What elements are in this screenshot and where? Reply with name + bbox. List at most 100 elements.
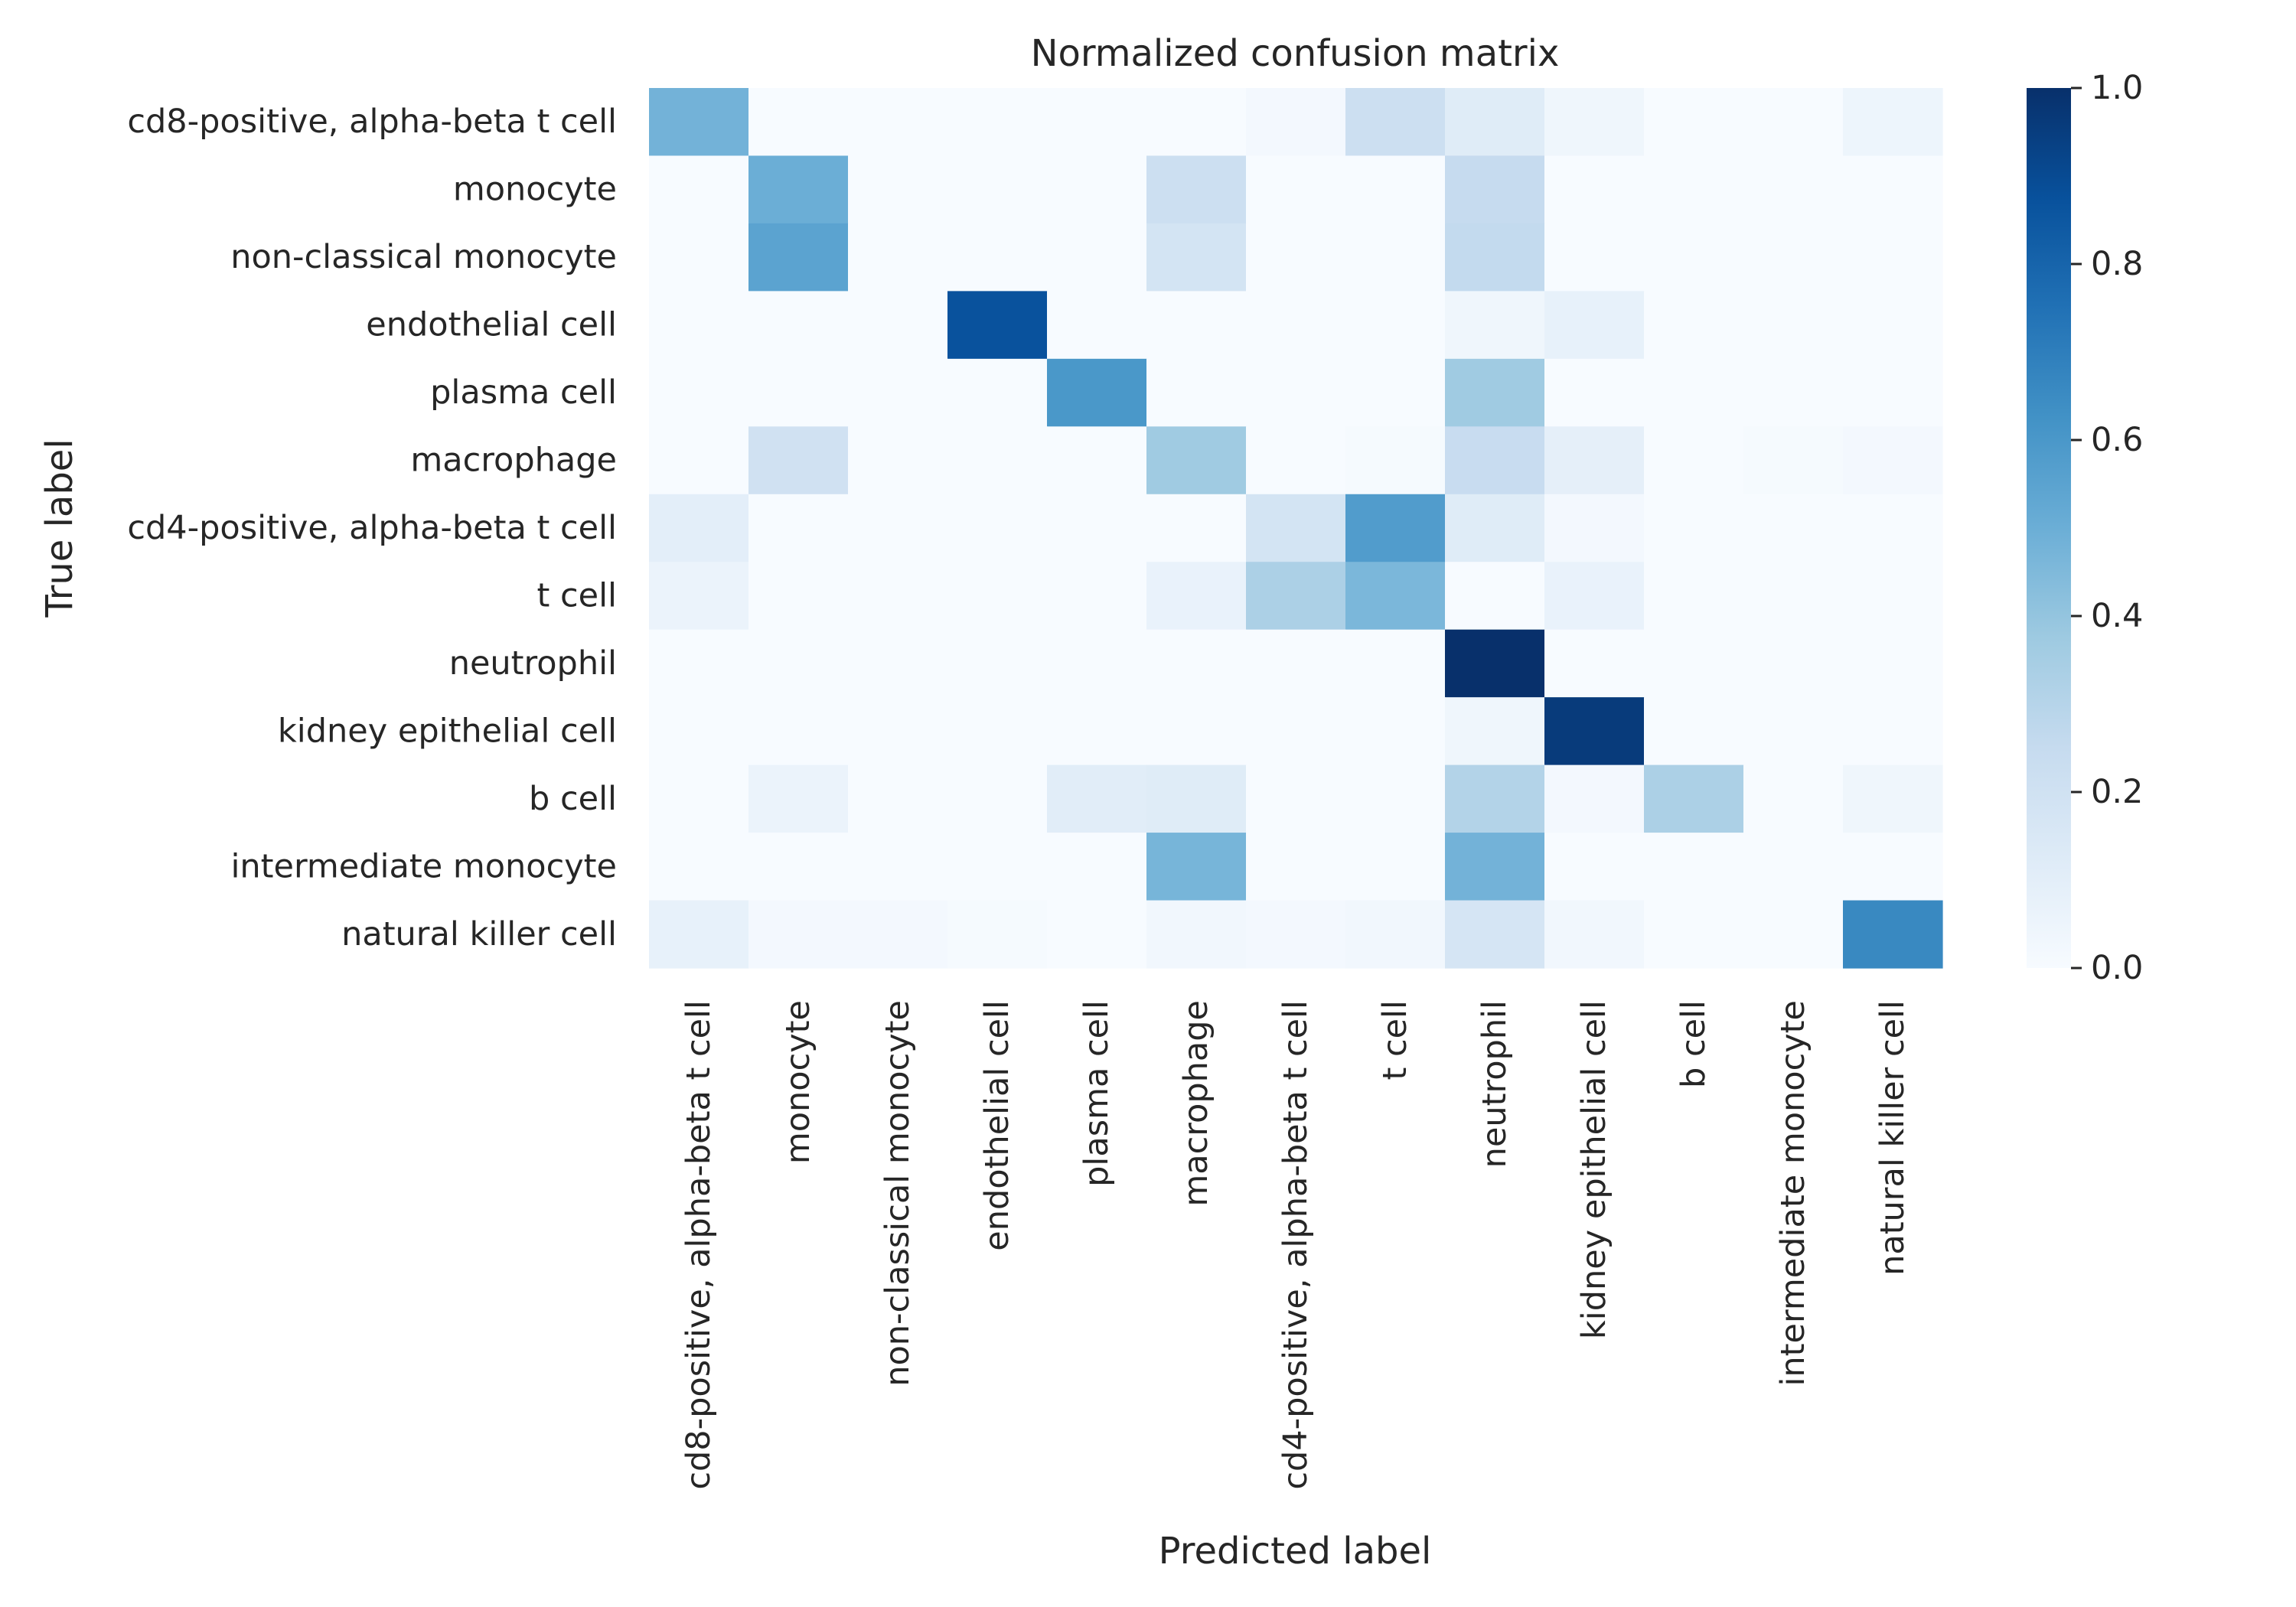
heatmap-cell-r12-c3 <box>947 900 1048 969</box>
heatmap-cell-r9-c5 <box>1146 697 1247 766</box>
heatmap-cell-r6-c11 <box>1743 494 1844 562</box>
heatmap-cell-r10-c1 <box>748 764 849 833</box>
heatmap-cell-r5-c4 <box>1047 426 1147 495</box>
x-tick-label-natural-killer-cell: natural killer cell <box>1874 1000 1912 1276</box>
heatmap-cell-r3-c2 <box>848 291 948 360</box>
heatmap-cell-r12-c11 <box>1743 900 1844 969</box>
heatmap-cell-r7-c7 <box>1345 562 1446 631</box>
heatmap-cell-r7-c2 <box>848 562 948 631</box>
y-tick-label-cd4-positive-alpha-beta-t-cell: cd4-positive, alpha-beta t cell <box>127 509 617 547</box>
y-tick-label-plasma-cell: plasma cell <box>430 373 617 412</box>
heatmap-cell-r10-c6 <box>1246 764 1346 833</box>
heatmap-cell-r2-c4 <box>1047 223 1147 292</box>
heatmap-cell-r6-c12 <box>1843 494 1943 562</box>
heatmap-cell-r11-c5 <box>1146 833 1247 901</box>
heatmap-cell-r6-c1 <box>748 494 849 562</box>
heatmap-cell-r7-c0 <box>649 562 749 631</box>
heatmap-cell-r1-c9 <box>1544 155 1645 224</box>
heatmap-cell-r4-c12 <box>1843 358 1943 427</box>
y-tick-label-neutrophil: neutrophil <box>449 644 617 683</box>
y-tick-label-endothelial-cell: endothelial cell <box>366 306 617 344</box>
heatmap-cell-r0-c6 <box>1246 88 1346 157</box>
x-tick-label-b-cell: b cell <box>1675 1000 1713 1088</box>
heatmap-cell-r2-c5 <box>1146 223 1247 292</box>
heatmap-cell-r11-c2 <box>848 833 948 901</box>
x-tick-label-cd8-positive-alpha-beta-t-cell: cd8-positive, alpha-beta t cell <box>680 1000 718 1490</box>
colorbar-tick-label: 0.2 <box>2091 773 2143 811</box>
heatmap-cell-r5-c10 <box>1644 426 1744 495</box>
heatmap-cell-r7-c4 <box>1047 562 1147 631</box>
heatmap-cell-r3-c3 <box>947 291 1048 360</box>
heatmap-cell-r4-c5 <box>1146 358 1247 427</box>
heatmap-cell-r2-c9 <box>1544 223 1645 292</box>
y-tick-label-b-cell: b cell <box>529 780 617 818</box>
heatmap-cell-r10-c5 <box>1146 764 1247 833</box>
heatmap-cell-r8-c0 <box>649 629 749 698</box>
heatmap-cell-r1-c6 <box>1246 155 1346 224</box>
colorbar-tick-label: 0.4 <box>2091 597 2143 635</box>
heatmap-cell-r5-c6 <box>1246 426 1346 495</box>
heatmap-cell-r3-c11 <box>1743 291 1844 360</box>
heatmap-cell-r7-c12 <box>1843 562 1943 631</box>
heatmap-cell-r3-c5 <box>1146 291 1247 360</box>
heatmap-cell-r9-c12 <box>1843 697 1943 766</box>
y-tick-label-non-classical-monocyte: non-classical monocyte <box>230 238 617 276</box>
heatmap-cell-r5-c2 <box>848 426 948 495</box>
heatmap-cell-r10-c4 <box>1047 764 1147 833</box>
y-tick-label-intermediate-monocyte: intermediate monocyte <box>230 847 617 885</box>
heatmap-cell-r10-c3 <box>947 764 1048 833</box>
heatmap-cell-r0-c9 <box>1544 88 1645 157</box>
heatmap-cell-r2-c6 <box>1246 223 1346 292</box>
heatmap-cell-r12-c9 <box>1544 900 1645 969</box>
heatmap-cell-r4-c0 <box>649 358 749 427</box>
heatmap-cell-r0-c4 <box>1047 88 1147 157</box>
colorbar-ticks: 0.0 0.2 0.4 0.6 0.8 1.0 <box>2071 69 2143 987</box>
heatmap-cell-r9-c4 <box>1047 697 1147 766</box>
y-tick-label-natural-killer-cell: natural killer cell <box>341 915 617 953</box>
heatmap-cell-r11-c6 <box>1246 833 1346 901</box>
heatmap-cell-r4-c9 <box>1544 358 1645 427</box>
heatmap-cell-r10-c2 <box>848 764 948 833</box>
heatmap-cell-r1-c1 <box>748 155 849 224</box>
heatmap-cell-r11-c1 <box>748 833 849 901</box>
heatmap-cell-r4-c10 <box>1644 358 1744 427</box>
heatmap-cell-r5-c11 <box>1743 426 1844 495</box>
heatmap-cell-r12-c1 <box>748 900 849 969</box>
heatmap-cell-r11-c9 <box>1544 833 1645 901</box>
heatmap-cell-r8-c5 <box>1146 629 1247 698</box>
heatmap-cell-r2-c1 <box>748 223 849 292</box>
x-tick-label-non-classical-monocyte: non-classical monocyte <box>879 1000 917 1387</box>
y-tick-labels: cd8-positive, alpha-beta t cell monocyte n… <box>127 103 617 953</box>
heatmap-cell-r1-c8 <box>1445 155 1545 224</box>
heatmap-cell-r6-c9 <box>1544 494 1645 562</box>
heatmap-cell-r6-c8 <box>1445 494 1545 562</box>
heatmap-cell-r4-c2 <box>848 358 948 427</box>
heatmap-cell-r8-c1 <box>748 629 849 698</box>
heatmap-cell-r0-c1 <box>748 88 849 157</box>
x-tick-label-t-cell: t cell <box>1376 1000 1414 1081</box>
heatmap-cell-r4-c6 <box>1246 358 1346 427</box>
heatmap-cell-r1-c3 <box>947 155 1048 224</box>
heatmap-cell-r3-c6 <box>1246 291 1346 360</box>
heatmap-cell-r3-c9 <box>1544 291 1645 360</box>
heatmap-cell-r2-c0 <box>649 223 749 292</box>
colorbar-tick-label: 0.8 <box>2091 245 2143 283</box>
heatmap-cell-r12-c0 <box>649 900 749 969</box>
heatmap-cell-r6-c3 <box>947 494 1048 562</box>
heatmap-cell-r1-c2 <box>848 155 948 224</box>
heatmap-cell-r8-c8 <box>1445 629 1545 698</box>
x-tick-labels: cd8-positive, alpha-beta t cell monocyte n… <box>680 1000 1912 1490</box>
x-axis-label: Predicted label <box>1159 1530 1432 1573</box>
heatmap-cell-r4-c4 <box>1047 358 1147 427</box>
heatmap-cell-r5-c9 <box>1544 426 1645 495</box>
heatmap-cell-r12-c2 <box>848 900 948 969</box>
heatmap-cell-r9-c0 <box>649 697 749 766</box>
heatmap-cell-r2-c11 <box>1743 223 1844 292</box>
heatmap-cell-r6-c7 <box>1345 494 1446 562</box>
heatmap-cell-r6-c2 <box>848 494 948 562</box>
heatmap-cell-r3-c10 <box>1644 291 1744 360</box>
heatmap-cell-r6-c0 <box>649 494 749 562</box>
heatmap-cell-r3-c8 <box>1445 291 1545 360</box>
heatmap-cell-r10-c0 <box>649 764 749 833</box>
colorbar-tick-label: 0.6 <box>2091 421 2143 459</box>
